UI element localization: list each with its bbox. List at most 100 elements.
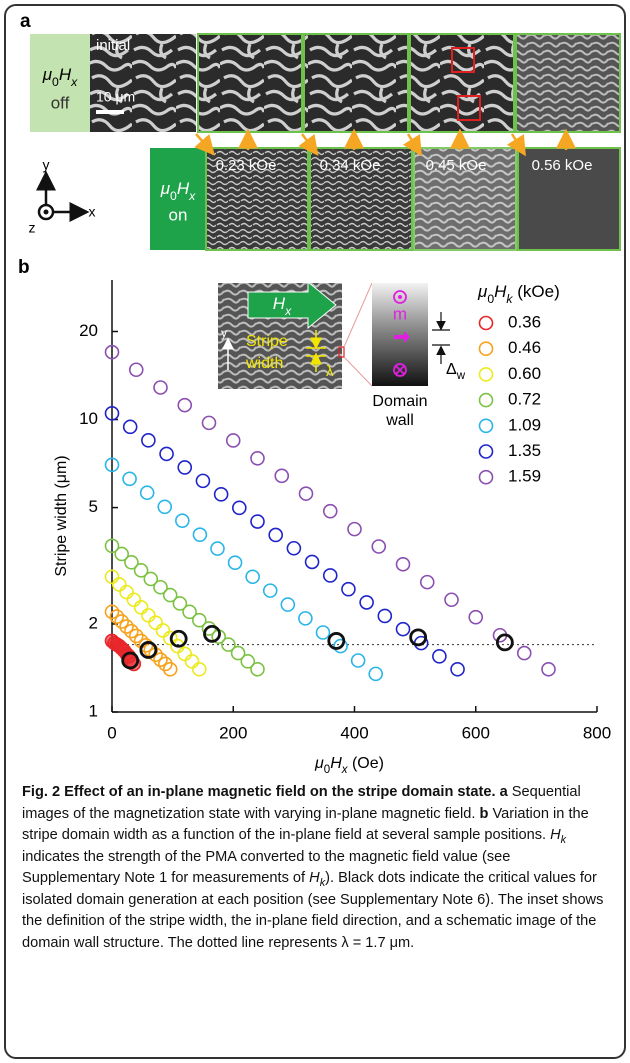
data-point <box>286 540 302 556</box>
caption-text: Variation in the stripe domain width as … <box>22 805 589 844</box>
legend-marker <box>478 367 494 382</box>
text-part: (kOe) <box>513 282 560 301</box>
data-point <box>240 654 256 669</box>
data-point <box>122 419 138 435</box>
data-point <box>177 460 193 475</box>
data-point <box>153 579 168 595</box>
text-part: H <box>177 179 190 198</box>
legend-title: μ0Hk (kOe) <box>477 282 560 306</box>
data-point <box>541 661 556 677</box>
data-point <box>143 571 159 587</box>
moment-in <box>393 363 407 377</box>
data-point <box>119 619 134 634</box>
off-text: off <box>51 93 70 112</box>
x-tick-label: 400 <box>340 723 368 742</box>
data-point <box>114 546 129 562</box>
data-point <box>159 446 174 462</box>
data-point <box>444 592 459 608</box>
caption-text: k <box>560 833 567 846</box>
arrow <box>298 133 319 156</box>
image-label: initial <box>96 37 130 54</box>
on-text: on <box>169 205 188 224</box>
image <box>205 147 309 251</box>
data-point <box>262 583 278 598</box>
legend-marker <box>478 341 494 357</box>
axis-label: z <box>29 220 36 236</box>
caption-text: H <box>309 870 320 886</box>
data-point <box>141 608 156 623</box>
data-point <box>213 487 229 502</box>
inset-label: width <box>245 355 283 372</box>
image <box>303 33 409 133</box>
image <box>517 147 621 251</box>
data-point <box>468 609 484 625</box>
data-point <box>371 539 387 554</box>
moment-in <box>395 365 405 375</box>
data-point <box>104 604 120 620</box>
critical-point <box>169 629 188 648</box>
domain-wall <box>372 283 428 386</box>
text-part: (Oe) <box>348 755 384 772</box>
on-label-box <box>150 148 206 250</box>
data-point <box>177 397 193 413</box>
text-part: H <box>273 294 286 313</box>
axis-out-of-plane <box>43 209 49 215</box>
data-point <box>245 569 260 585</box>
legend-marker <box>478 444 494 459</box>
axis-label: y <box>43 157 50 173</box>
inset-label: wall <box>385 412 414 429</box>
y-tick-label: 5 <box>89 497 98 516</box>
zoom-line <box>343 282 373 348</box>
legend-label: 0.46 <box>508 338 541 357</box>
x-axis-label: μ0Hx (Oe) <box>314 755 384 776</box>
x-tick-label: 200 <box>219 723 247 742</box>
y-tick-label: 10 <box>79 409 98 428</box>
inset-label: m <box>393 304 407 323</box>
data-point <box>162 587 178 603</box>
caption-text: ). Black dots indicate the critical valu… <box>22 870 604 951</box>
critical-point <box>327 632 346 650</box>
data-point <box>230 645 246 661</box>
data-point <box>182 604 197 620</box>
on-label: μ0Hx <box>160 179 196 203</box>
image <box>309 147 413 251</box>
arrow <box>506 133 526 157</box>
data-point <box>128 362 144 378</box>
data-point <box>139 485 155 501</box>
data-point <box>395 556 411 572</box>
data-point <box>192 527 208 542</box>
inset-axis-label: y <box>221 326 227 340</box>
data-point <box>177 646 193 662</box>
data-point <box>104 406 120 421</box>
text-part: x <box>284 304 292 318</box>
legend-label: 0.60 <box>508 364 541 383</box>
data-point <box>158 656 173 672</box>
inset-label: λ <box>326 363 334 380</box>
data-point <box>250 514 265 529</box>
caption: Fig. 2 Effect of an in-plane magnetic fi… <box>22 782 612 954</box>
axis-label: x <box>89 204 96 220</box>
highlight-box <box>451 47 475 73</box>
data-point <box>141 433 156 448</box>
data-point <box>232 500 247 516</box>
data-point <box>175 513 190 528</box>
inset-label: Δw <box>446 361 466 382</box>
text-part: x <box>341 764 349 776</box>
text-part: 0 <box>487 292 494 306</box>
inset-label: Domain <box>372 393 427 410</box>
legend-label: 0.36 <box>508 312 541 331</box>
image <box>197 33 303 133</box>
zoom-line <box>343 356 373 387</box>
legend-marker <box>478 315 494 331</box>
data-point <box>280 597 296 612</box>
data-point <box>322 503 338 519</box>
panel-label: a <box>20 11 31 32</box>
text-part: w <box>456 370 466 382</box>
inset-label: Stripe <box>246 333 288 350</box>
data-point <box>227 555 243 570</box>
data-point <box>133 563 149 578</box>
data-point <box>126 592 142 608</box>
data-point <box>172 596 188 611</box>
image <box>413 147 517 251</box>
moment-out <box>398 295 402 299</box>
